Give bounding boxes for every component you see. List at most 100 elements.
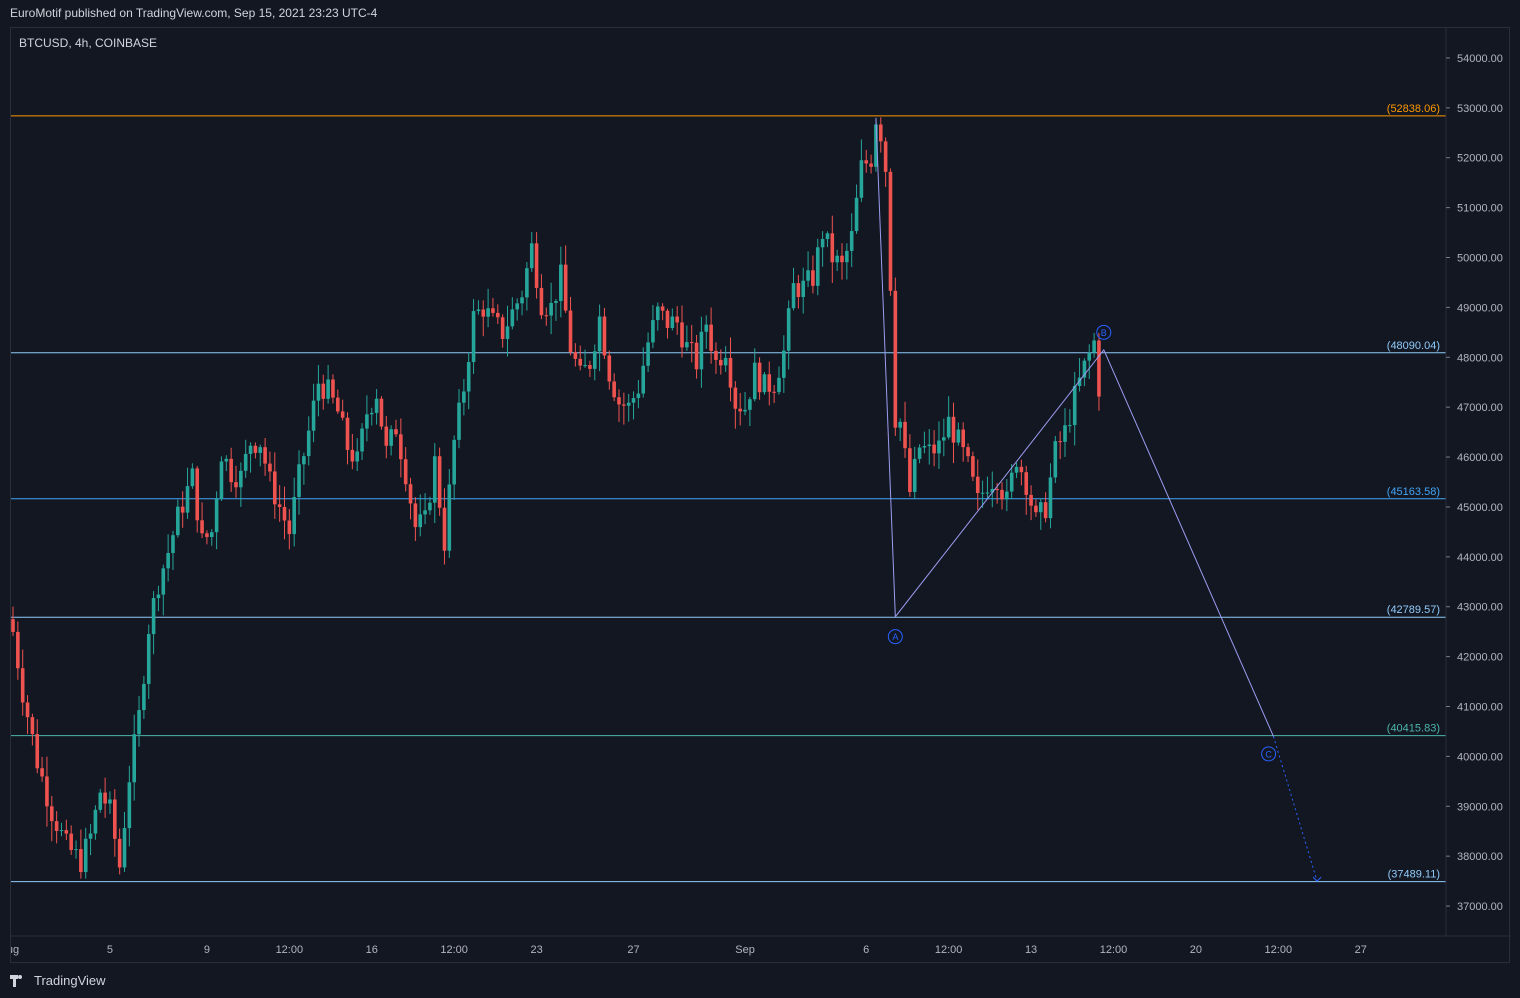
candle-body (200, 520, 204, 534)
candle-body (360, 428, 364, 452)
candle-body (709, 324, 713, 351)
chart-panel[interactable]: BTCUSD, 4h, COINBASE (52838.06) (48090.04… (10, 27, 1511, 964)
candle-body (481, 309, 486, 317)
y-tick-label: 52000.00 (1457, 153, 1503, 165)
candle-body (40, 768, 44, 777)
candle-body (942, 437, 946, 441)
candle-body (418, 514, 423, 528)
candle-body (428, 502, 432, 511)
candle-body (297, 464, 301, 497)
candle-body (583, 365, 587, 367)
candle-body (185, 486, 190, 513)
candle-body (64, 830, 69, 834)
candle-body (408, 484, 413, 504)
candle-body (733, 387, 738, 409)
candle-body (1048, 477, 1053, 519)
candle-body (815, 247, 820, 286)
candle-body (505, 326, 510, 339)
candle-body (689, 342, 694, 344)
candle-body (103, 792, 107, 804)
elliott-wave-path[interactable] (875, 117, 1274, 737)
candle-body (971, 456, 975, 477)
candle-body (1097, 340, 1101, 397)
candle-body (258, 447, 263, 453)
candle-body (515, 303, 519, 310)
candle-body (1038, 502, 1043, 513)
candle-body (369, 412, 374, 415)
y-tick-label: 48000.00 (1457, 352, 1503, 364)
x-tick-label: 20 (1190, 944, 1202, 956)
x-tick-label: 23 (530, 944, 542, 956)
candle-body (898, 421, 902, 428)
x-tick-label: 12:00 (276, 944, 304, 956)
candle-body (302, 456, 306, 465)
candle-body (108, 799, 112, 804)
candle-body (379, 398, 384, 427)
candle-body (1029, 494, 1033, 506)
wave-label-circle[interactable] (887, 629, 903, 645)
candle-body (510, 309, 515, 327)
candle-body (243, 453, 248, 471)
candle-body (282, 506, 287, 521)
candle-body (699, 331, 704, 370)
candle-body (268, 463, 272, 472)
x-tick-label: 27 (627, 944, 639, 956)
candle-body (45, 776, 49, 807)
candle-body (893, 290, 898, 428)
wave-label-circle[interactable] (1261, 746, 1277, 762)
wave-label: C (1265, 749, 1272, 759)
candle-body (457, 402, 461, 440)
price-level-label: (37489.11) (1388, 869, 1440, 881)
candle-body (883, 141, 888, 172)
candle-body (137, 710, 141, 735)
y-tick-label: 45000.00 (1457, 502, 1503, 514)
candle-body (937, 440, 941, 454)
x-tick-label: 27 (1355, 944, 1367, 956)
y-tick-label: 49000.00 (1457, 302, 1503, 314)
candle-body (670, 316, 675, 328)
candle-body (597, 316, 602, 352)
candlestick-chart[interactable]: BTCUSD, 4h, COINBASE (52838.06) (48090.04… (11, 28, 1511, 964)
candle-body (1072, 386, 1077, 426)
wave-projection-line[interactable] (1272, 736, 1318, 882)
y-tick-label: 37000.00 (1457, 901, 1503, 913)
x-tick-label: 12:00 (440, 944, 468, 956)
y-tick-label: 42000.00 (1457, 652, 1503, 664)
y-tick-label: 54000.00 (1457, 53, 1503, 65)
candle-body (806, 270, 810, 281)
candle-body (641, 365, 646, 394)
candle-body (927, 444, 932, 447)
candle-body (423, 510, 427, 515)
candle-body (845, 250, 849, 263)
candle-body (350, 449, 355, 462)
candle-body (748, 399, 752, 410)
publish-info: EuroMotif published on TradingView.com, … (10, 6, 378, 20)
candle-body (35, 734, 40, 769)
candle-body (442, 507, 447, 551)
candle-body (646, 342, 650, 366)
candle-body (142, 683, 146, 711)
candle-body (316, 383, 321, 401)
candle-body (626, 402, 631, 406)
wave-label: A (892, 632, 898, 642)
candle-body (214, 498, 219, 533)
candle-body (117, 838, 122, 868)
candle-body (205, 533, 209, 538)
candle-body (491, 308, 495, 313)
x-tick-label: 13 (1025, 944, 1037, 956)
x-tick-label: 16 (366, 944, 378, 956)
wave-label-circle[interactable] (1096, 324, 1112, 340)
candle-body (11, 619, 15, 632)
candle-body (462, 391, 466, 403)
candle-body (437, 456, 442, 508)
candle-body (336, 397, 340, 412)
candle-body (786, 308, 791, 351)
candle-body (326, 379, 330, 399)
candle-body (719, 359, 723, 366)
candle-body (1005, 491, 1009, 500)
candle-body (791, 283, 796, 309)
candle-body (743, 409, 747, 412)
candle-body (500, 317, 505, 339)
x-tick-label: 9 (204, 944, 210, 956)
candle-body (975, 476, 980, 494)
